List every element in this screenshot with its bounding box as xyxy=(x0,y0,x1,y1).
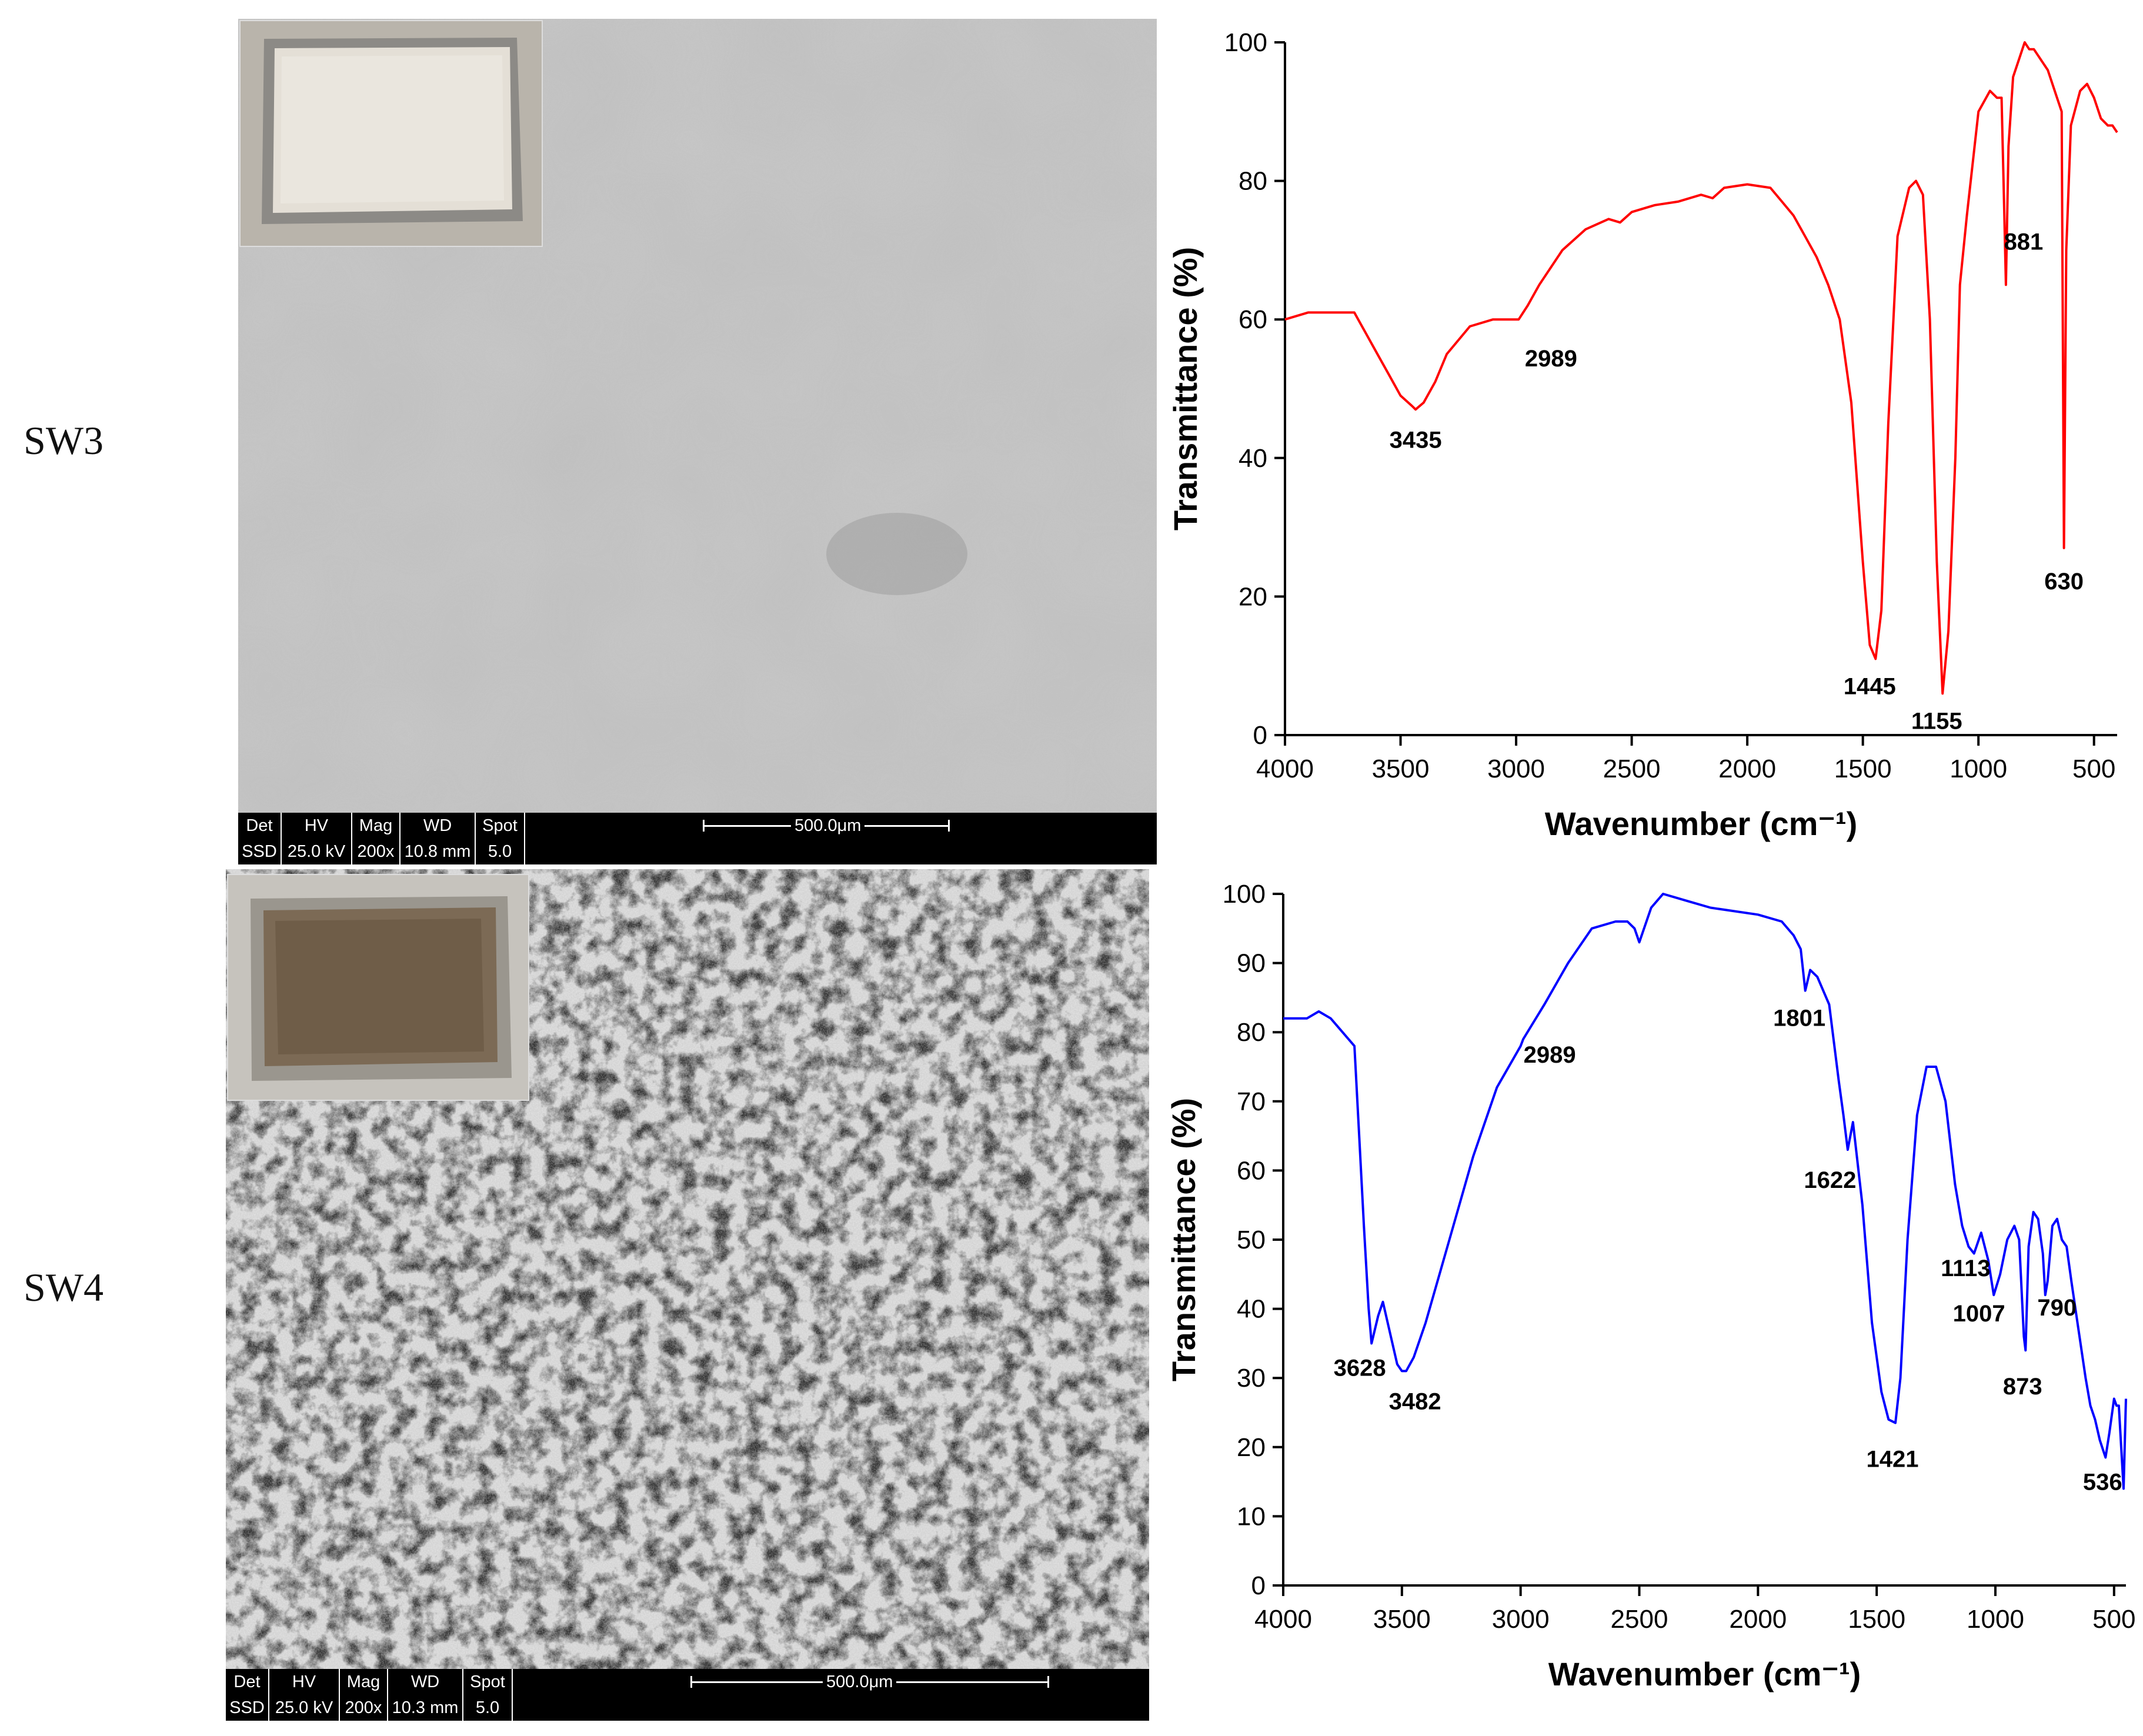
x-tick-label: 3000 xyxy=(1492,1605,1550,1634)
databar-header-hv: HV xyxy=(304,816,329,835)
peak-label: 1155 xyxy=(1911,708,1962,734)
sem-databar-sw3: Det SSD HV 25.0 kV Mag 200x WD 10.8 mm Spot 5… xyxy=(238,813,1157,864)
databar-value-spot: 5.0 xyxy=(475,1698,500,1717)
row-label-sw3: SW3 xyxy=(24,418,104,463)
y-tick-label: 40 xyxy=(1237,1295,1266,1324)
x-tick-label: 1000 xyxy=(1950,755,2007,783)
ftir-chart-sw4: 4000 3500 3000 2500 2000 1500 1000 500 0 10 20 30 40… xyxy=(1165,880,2136,1692)
inset-tray-sw3 xyxy=(241,21,542,246)
sem-image-sw3: Det SSD HV 25.0 kV Mag 200x WD 10.8 mm Spot 5… xyxy=(238,19,1157,864)
ftir-chart-sw3: 4000 3500 3000 2500 2000 1500 1000 500 0 20 40 60 80… xyxy=(1167,28,2118,842)
scale-label-sw3: 500.0μm xyxy=(791,813,865,839)
peak-label: 2989 xyxy=(1524,1042,1576,1068)
spectrum-line xyxy=(1284,41,2118,695)
x-tick-label: 4000 xyxy=(1254,1605,1312,1634)
scale-label-sw4: 500.0μm xyxy=(823,1669,897,1695)
databar-value-mag: 200x xyxy=(357,842,395,861)
databar-header-wd: WD xyxy=(423,816,452,835)
y-tick-label: 100 xyxy=(1224,28,1267,57)
y-axis-label: Transmittance (%) xyxy=(1165,1098,1202,1381)
x-axis-label: Wavenumber (cm⁻¹) xyxy=(1548,1655,1861,1692)
databar-value-wd: 10.8 mm xyxy=(404,842,471,861)
x-tick-label: 1500 xyxy=(1848,1605,1905,1634)
databar-header-spot: Spot xyxy=(482,816,518,835)
y-tick-label: 20 xyxy=(1237,1433,1266,1462)
databar-value-wd: 10.3 mm xyxy=(392,1698,459,1717)
y-tick-label: 80 xyxy=(1239,167,1267,196)
x-tick-label: 2000 xyxy=(1729,1605,1787,1634)
inset-photo-sw4 xyxy=(227,874,529,1101)
y-tick-label: 60 xyxy=(1237,1156,1266,1185)
x-tick-label: 2500 xyxy=(1611,1605,1668,1634)
y-tick-label: 90 xyxy=(1237,949,1266,978)
databar-header-mag: Mag xyxy=(359,816,393,835)
inset-photo-sw3 xyxy=(239,20,543,247)
y-axis-label: Transmittance (%) xyxy=(1167,247,1204,530)
y-tick-label: 80 xyxy=(1237,1018,1266,1047)
databar-header-det: Det xyxy=(233,1672,261,1691)
peak-label: 3435 xyxy=(1390,427,1442,453)
databar-value-mag: 200x xyxy=(345,1698,382,1717)
peak-label: 2989 xyxy=(1525,346,1577,372)
databar-value-spot: 5.0 xyxy=(488,842,512,861)
peak-label: 3482 xyxy=(1389,1388,1441,1414)
sem-image-sw4: Det SSD HV 25.0 kV Mag 200x WD 10.3 mm Spot 5… xyxy=(226,869,1149,1721)
x-axis-label: Wavenumber (cm⁻¹) xyxy=(1545,805,1858,842)
databar-header-spot: Spot xyxy=(470,1672,505,1691)
x-tick-label: 2000 xyxy=(1718,755,1776,783)
peak-label: 1445 xyxy=(1844,673,1896,699)
y-tick-label: 70 xyxy=(1237,1087,1266,1116)
x-tick-label: 1000 xyxy=(1967,1605,2024,1634)
peak-label: 1007 xyxy=(1953,1301,2005,1327)
y-tick-label: 100 xyxy=(1223,880,1266,909)
x-tick-label: 3500 xyxy=(1372,755,1430,783)
y-tick-label: 60 xyxy=(1239,305,1267,334)
y-tick-label: 0 xyxy=(1253,721,1267,750)
databar-value-det: SSD xyxy=(229,1698,265,1717)
scale-bar-sw3: 500.0μm xyxy=(703,813,950,839)
x-tick-label: 500 xyxy=(2092,1605,2135,1634)
peak-label: 1622 xyxy=(1804,1167,1856,1193)
y-tick-label: 10 xyxy=(1237,1502,1266,1531)
databar-header-mag: Mag xyxy=(346,1672,380,1691)
x-tick-label: 4000 xyxy=(1256,755,1314,783)
y-tick-label: 50 xyxy=(1237,1226,1266,1254)
peak-label: 1113 xyxy=(1941,1256,1991,1281)
x-tick-label: 3000 xyxy=(1487,755,1545,783)
y-tick-label: 40 xyxy=(1239,444,1267,473)
databar-header-hv: HV xyxy=(292,1672,316,1691)
peak-label: 790 xyxy=(2037,1295,2077,1321)
row-label-sw4: SW4 xyxy=(24,1265,104,1310)
sem-databar-sw4: Det SSD HV 25.0 kV Mag 200x WD 10.3 mm Spot 5… xyxy=(226,1669,1149,1721)
spectrum-line xyxy=(1283,893,2127,1490)
y-tick-label: 0 xyxy=(1251,1571,1266,1600)
y-tick-label: 30 xyxy=(1237,1364,1266,1393)
databar-header-wd: WD xyxy=(410,1672,440,1691)
databar-value-hv: 25.0 kV xyxy=(275,1698,333,1717)
x-tick-label: 3500 xyxy=(1373,1605,1431,1634)
axes: 4000 3500 3000 2500 2000 1500 1000 500 0 10 20 30 40… xyxy=(1223,880,2136,1634)
peak-label: 630 xyxy=(2044,569,2084,595)
y-tick-label: 20 xyxy=(1239,582,1267,611)
peak-label: 881 xyxy=(2004,229,2044,255)
peak-label: 1421 xyxy=(1867,1447,1919,1473)
databar-value-det: SSD xyxy=(242,842,277,861)
x-tick-label: 2500 xyxy=(1603,755,1661,783)
peak-label: 3628 xyxy=(1334,1355,1386,1381)
inset-tray-sw4 xyxy=(228,875,528,1100)
scale-bar-sw4: 500.0μm xyxy=(690,1669,1049,1695)
databar-value-hv: 25.0 kV xyxy=(287,842,346,861)
axes: 4000 3500 3000 2500 2000 1500 1000 500 0 20 40 60 80… xyxy=(1224,28,2117,783)
x-tick-label: 500 xyxy=(2072,755,2115,783)
peak-label: 873 xyxy=(2003,1374,2042,1400)
peak-label: 536 xyxy=(2083,1469,2122,1495)
x-tick-label: 1500 xyxy=(1834,755,1892,783)
databar-header-det: Det xyxy=(246,816,273,835)
peak-label: 1801 xyxy=(1773,1006,1825,1031)
